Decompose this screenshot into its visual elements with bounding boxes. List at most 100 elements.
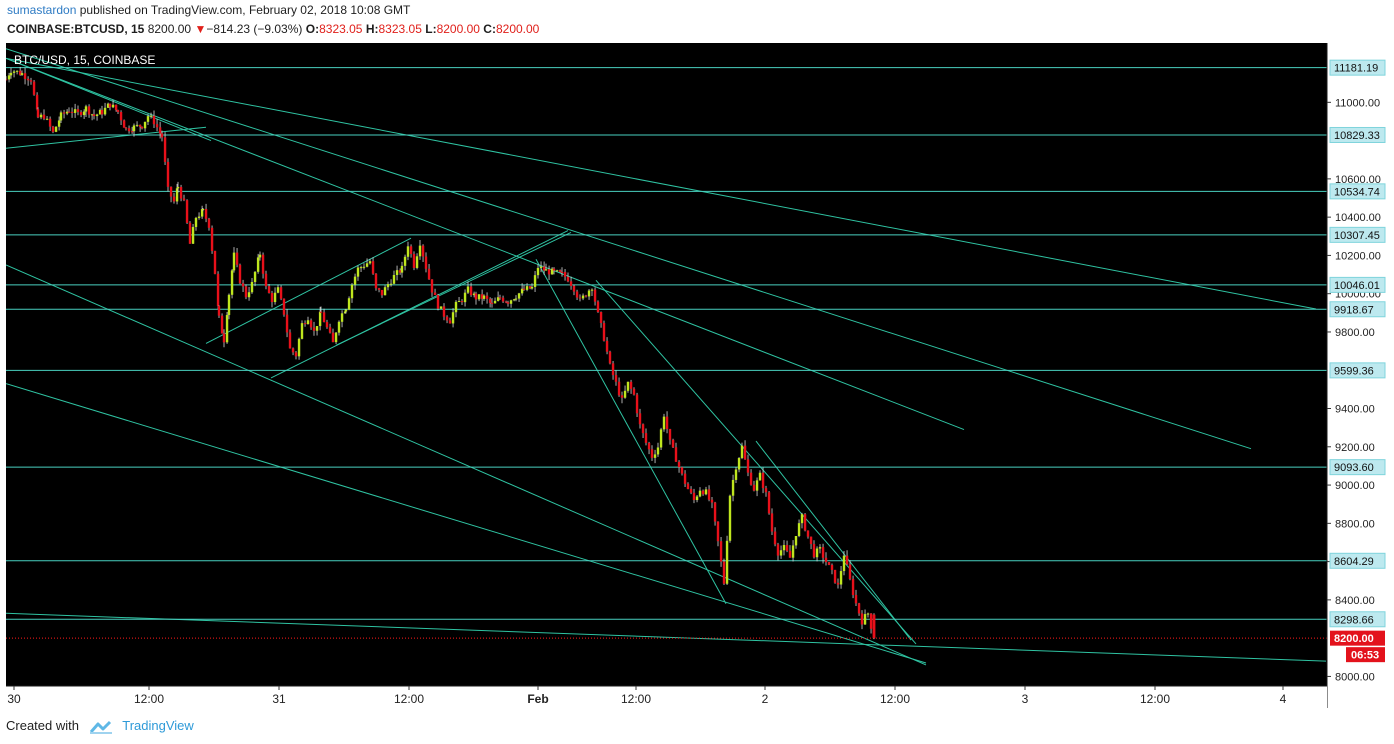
tradingview-link[interactable]: TradingView: [122, 718, 194, 733]
candle: [725, 535, 729, 586]
svg-text:8200.00: 8200.00: [1334, 633, 1374, 645]
candle: [328, 323, 332, 334]
level-label: 10307.45: [1329, 226, 1386, 243]
candle: [454, 300, 458, 318]
candle: [6, 76, 8, 81]
candle: [306, 316, 310, 325]
candle: [368, 258, 372, 265]
candle: [851, 575, 855, 599]
candle: [466, 281, 470, 295]
candle: [800, 512, 804, 529]
candle: [392, 270, 396, 285]
chart-container[interactable]: 8000.008400.008600.008800.009000.009200.…: [6, 43, 1389, 708]
candle: [593, 287, 597, 306]
candle: [848, 560, 852, 581]
candle: [504, 300, 508, 304]
close-label: C:: [483, 22, 496, 36]
candle: [842, 551, 846, 576]
candle: [185, 199, 189, 225]
candle: [457, 297, 461, 303]
candle: [319, 306, 323, 313]
candle: [216, 271, 220, 310]
candle: [794, 535, 798, 549]
trend-line-4: [6, 57, 212, 142]
time-axis[interactable]: [6, 686, 1327, 708]
candle: [353, 273, 357, 290]
candle: [506, 300, 510, 307]
candle: [312, 321, 316, 336]
candle: [812, 540, 816, 559]
candle: [824, 552, 828, 566]
candle: [106, 102, 110, 109]
trend-line-9: [205, 237, 412, 344]
candle: [587, 288, 591, 300]
svg-text:9093.60: 9093.60: [1334, 462, 1374, 474]
candle: [331, 328, 335, 343]
candle: [26, 76, 30, 86]
candle: [827, 561, 831, 566]
price-chart[interactable]: 8000.008400.008600.008800.009000.009200.…: [6, 43, 1389, 708]
candle: [584, 294, 588, 298]
level-label: 10534.74: [1329, 183, 1386, 200]
candle: [362, 263, 366, 270]
candle: [225, 311, 229, 344]
trend-line-6: [6, 264, 927, 666]
candle: [261, 252, 265, 279]
candle: [566, 272, 570, 283]
price-tick-label: 10200.00: [1335, 250, 1381, 262]
candle: [250, 277, 254, 294]
candle: [204, 203, 208, 223]
candle: [650, 445, 654, 461]
candle: [39, 112, 43, 120]
candle: [788, 545, 792, 558]
candle: [276, 284, 280, 294]
candle: [602, 320, 606, 342]
candle: [665, 411, 669, 434]
time-tick-label: 12:00: [1140, 692, 1170, 706]
candle: [509, 299, 513, 308]
candle: [124, 127, 128, 131]
candle: [365, 258, 369, 268]
time-tick-label: 2: [762, 692, 769, 706]
candle: [671, 438, 675, 449]
candle: [629, 379, 633, 394]
candle: [303, 320, 307, 327]
candle: [322, 308, 326, 323]
candle: [374, 273, 378, 291]
candle: [36, 107, 40, 119]
candle: [315, 326, 319, 336]
time-tick-label: 30: [7, 692, 21, 706]
candle: [9, 67, 13, 79]
candle: [127, 125, 131, 134]
candle: [433, 288, 437, 296]
candle: [403, 254, 407, 271]
published-text: published on TradingView.com, February 0…: [79, 3, 411, 17]
countdown-label: 06:53: [1346, 647, 1385, 663]
candle: [782, 540, 786, 556]
candle: [704, 486, 708, 496]
time-tick-label: 12:00: [394, 692, 424, 706]
candle: [560, 267, 564, 277]
candle: [514, 295, 518, 302]
close-value: 8200.00: [495, 22, 540, 36]
candle: [542, 261, 546, 275]
candle: [563, 268, 567, 281]
trend-line-12: [535, 259, 727, 604]
trend-line-7: [6, 383, 927, 664]
ohlc-line: COINBASE:BTCUSD, 15 8200.00 ▼−814.23 (−9…: [7, 22, 539, 36]
candle: [32, 80, 36, 96]
author-link[interactable]: sumastardon: [7, 3, 77, 17]
candle: [398, 268, 402, 275]
candle: [448, 317, 452, 324]
svg-text:10046.01: 10046.01: [1334, 280, 1380, 292]
candle: [578, 294, 582, 302]
candle: [485, 292, 489, 304]
candle: [779, 545, 783, 559]
candle: [659, 427, 663, 451]
candle: [15, 70, 19, 75]
level-label: 11181.19: [1329, 59, 1386, 76]
candle: [498, 294, 502, 300]
candle: [35, 92, 39, 111]
candle: [116, 109, 120, 115]
candle: [641, 423, 645, 439]
